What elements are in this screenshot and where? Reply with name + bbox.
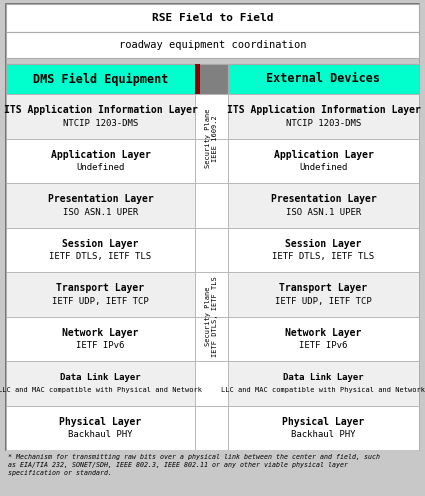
Bar (6, 406, 195, 450)
Bar (228, 228, 419, 272)
Text: Application Layer: Application Layer (51, 149, 150, 160)
Bar (6, 4, 419, 32)
Text: Transport Layer: Transport Layer (57, 283, 144, 293)
Bar (228, 183, 419, 228)
Bar (6, 361, 195, 406)
Text: Network Layer: Network Layer (285, 327, 362, 337)
Bar (6, 4, 419, 450)
Text: IETF DTLS, IETF TLS: IETF DTLS, IETF TLS (272, 252, 374, 261)
Bar (6, 316, 195, 361)
Bar (195, 228, 228, 272)
Text: ITS Application Information Layer: ITS Application Information Layer (227, 105, 420, 115)
Text: * Mechanism for transmitting raw bits over a physical link between the center an: * Mechanism for transmitting raw bits ov… (8, 454, 380, 477)
Bar (6, 272, 195, 316)
Text: Backhaul PHY: Backhaul PHY (291, 431, 356, 439)
Text: Data Link Layer: Data Link Layer (60, 372, 141, 381)
Text: ISO ASN.1 UPER: ISO ASN.1 UPER (63, 208, 138, 217)
Bar (6, 183, 195, 228)
Text: NTCIP 1203-DMS: NTCIP 1203-DMS (286, 119, 361, 128)
Text: NTCIP 1203-DMS: NTCIP 1203-DMS (63, 119, 138, 128)
Bar (6, 32, 419, 58)
Text: ISO ASN.1 UPER: ISO ASN.1 UPER (286, 208, 361, 217)
Text: Presentation Layer: Presentation Layer (48, 194, 153, 204)
Bar (6, 64, 195, 94)
Text: Data Link Layer: Data Link Layer (283, 372, 364, 381)
Bar (195, 94, 228, 138)
Text: IETF IPv6: IETF IPv6 (76, 341, 125, 350)
Bar (195, 316, 228, 361)
Text: Application Layer: Application Layer (274, 149, 374, 160)
Text: IETF IPv6: IETF IPv6 (299, 341, 348, 350)
Text: LLC and MAC compatible with Physical and Network: LLC and MAC compatible with Physical and… (221, 387, 425, 393)
Text: IETF UDP, IETF TCP: IETF UDP, IETF TCP (275, 297, 372, 306)
Text: Physical Layer: Physical Layer (60, 417, 142, 427)
Text: IETF DTLS, IETF TLS: IETF DTLS, IETF TLS (49, 252, 152, 261)
Bar (195, 183, 228, 228)
Bar (195, 406, 228, 450)
Bar (195, 64, 228, 94)
Bar (6, 228, 195, 272)
Text: roadway equipment coordination: roadway equipment coordination (119, 40, 306, 50)
Text: ITS Application Information Layer: ITS Application Information Layer (3, 105, 198, 115)
Bar (228, 316, 419, 361)
Text: Session Layer: Session Layer (62, 239, 139, 248)
Bar (6, 450, 419, 494)
Bar (6, 138, 195, 183)
Text: Physical Layer: Physical Layer (282, 417, 365, 427)
Text: IETF UDP, IETF TCP: IETF UDP, IETF TCP (52, 297, 149, 306)
Bar (228, 64, 419, 94)
Text: Security Plane
IETF DTLS, IETF TLS: Security Plane IETF DTLS, IETF TLS (205, 276, 218, 357)
Text: Transport Layer: Transport Layer (279, 283, 368, 293)
Text: DMS Field Equipment: DMS Field Equipment (33, 72, 168, 85)
Bar (228, 406, 419, 450)
Text: RSE Field to Field: RSE Field to Field (152, 13, 273, 23)
Bar (228, 361, 419, 406)
Text: LLC and MAC compatible with Physical and Network: LLC and MAC compatible with Physical and… (0, 387, 202, 393)
Text: Session Layer: Session Layer (285, 239, 362, 248)
Bar (195, 64, 200, 94)
Bar (228, 94, 419, 138)
Text: Backhaul PHY: Backhaul PHY (68, 431, 133, 439)
Bar (195, 361, 228, 406)
Bar (195, 272, 228, 316)
Bar (6, 58, 419, 64)
Text: Undefined: Undefined (76, 163, 125, 173)
Text: Presentation Layer: Presentation Layer (271, 194, 377, 204)
Bar (228, 138, 419, 183)
Bar (6, 94, 195, 138)
Text: Network Layer: Network Layer (62, 327, 139, 337)
Text: Undefined: Undefined (299, 163, 348, 173)
Text: Security Plane
IEEE 1609.2: Security Plane IEEE 1609.2 (205, 109, 218, 168)
Text: External Devices: External Devices (266, 72, 380, 85)
Bar (228, 272, 419, 316)
Bar (195, 138, 228, 183)
